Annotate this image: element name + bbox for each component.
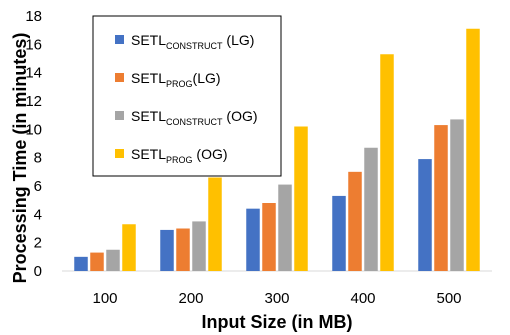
bar — [90, 252, 104, 271]
y-axis-title: Processing Time (in minutes) — [10, 33, 30, 284]
bar — [294, 126, 308, 271]
legend-swatch — [115, 111, 124, 120]
bar — [262, 203, 276, 271]
bar — [176, 228, 190, 271]
legend-entry-label: SETLPROG (OG) — [131, 146, 228, 165]
bar — [364, 147, 378, 271]
bar — [122, 224, 136, 271]
legend-entry-label: SETLPROG(LG) — [131, 70, 221, 89]
bar — [278, 184, 292, 271]
legend: SETLCONSTRUCT (LG) SETLPROG(LG) SETLCONSTR… — [92, 15, 282, 177]
y-tick-label: 4 — [34, 206, 42, 223]
x-tick-label: 100 — [92, 290, 117, 307]
y-tick-label: 14 — [25, 65, 42, 82]
bar — [348, 171, 362, 271]
bar — [246, 208, 260, 271]
bar — [192, 221, 206, 271]
y-tick-label: 2 — [34, 235, 42, 252]
bar — [434, 125, 448, 271]
legend-swatch — [115, 35, 124, 44]
y-axis: 0 2 4 6 8 10 12 14 16 18 — [25, 8, 42, 280]
x-axis: 100 200 300 400 500 — [62, 270, 492, 307]
x-tick-label: 500 — [436, 290, 461, 307]
x-tick-label: 200 — [178, 290, 203, 307]
y-tick-label: 12 — [25, 93, 42, 110]
y-tick-label: 18 — [25, 8, 42, 25]
bar — [106, 249, 120, 271]
bar — [74, 256, 88, 271]
bar — [332, 195, 346, 271]
bar — [160, 229, 174, 271]
legend-entry-label: SETLCONSTRUCT (LG) — [131, 32, 254, 51]
legend-box — [92, 15, 282, 177]
bar — [466, 28, 480, 271]
y-tick-label: 8 — [34, 150, 42, 167]
legend-swatch — [115, 73, 124, 82]
bar — [418, 159, 432, 271]
x-tick-label: 400 — [350, 290, 375, 307]
bar — [208, 177, 222, 271]
bar-series — [74, 28, 480, 272]
bar — [380, 54, 394, 271]
legend-entry-label: SETLCONSTRUCT (OG) — [131, 108, 258, 127]
y-tick-label: 0 — [34, 263, 42, 280]
x-axis-title: Input Size (in MB) — [202, 312, 353, 332]
x-tick-label: 300 — [264, 290, 289, 307]
legend-swatch — [115, 149, 124, 158]
bar — [450, 119, 464, 272]
y-tick-label: 10 — [25, 121, 42, 138]
y-tick-label: 16 — [25, 36, 42, 53]
y-tick-label: 6 — [34, 178, 42, 195]
